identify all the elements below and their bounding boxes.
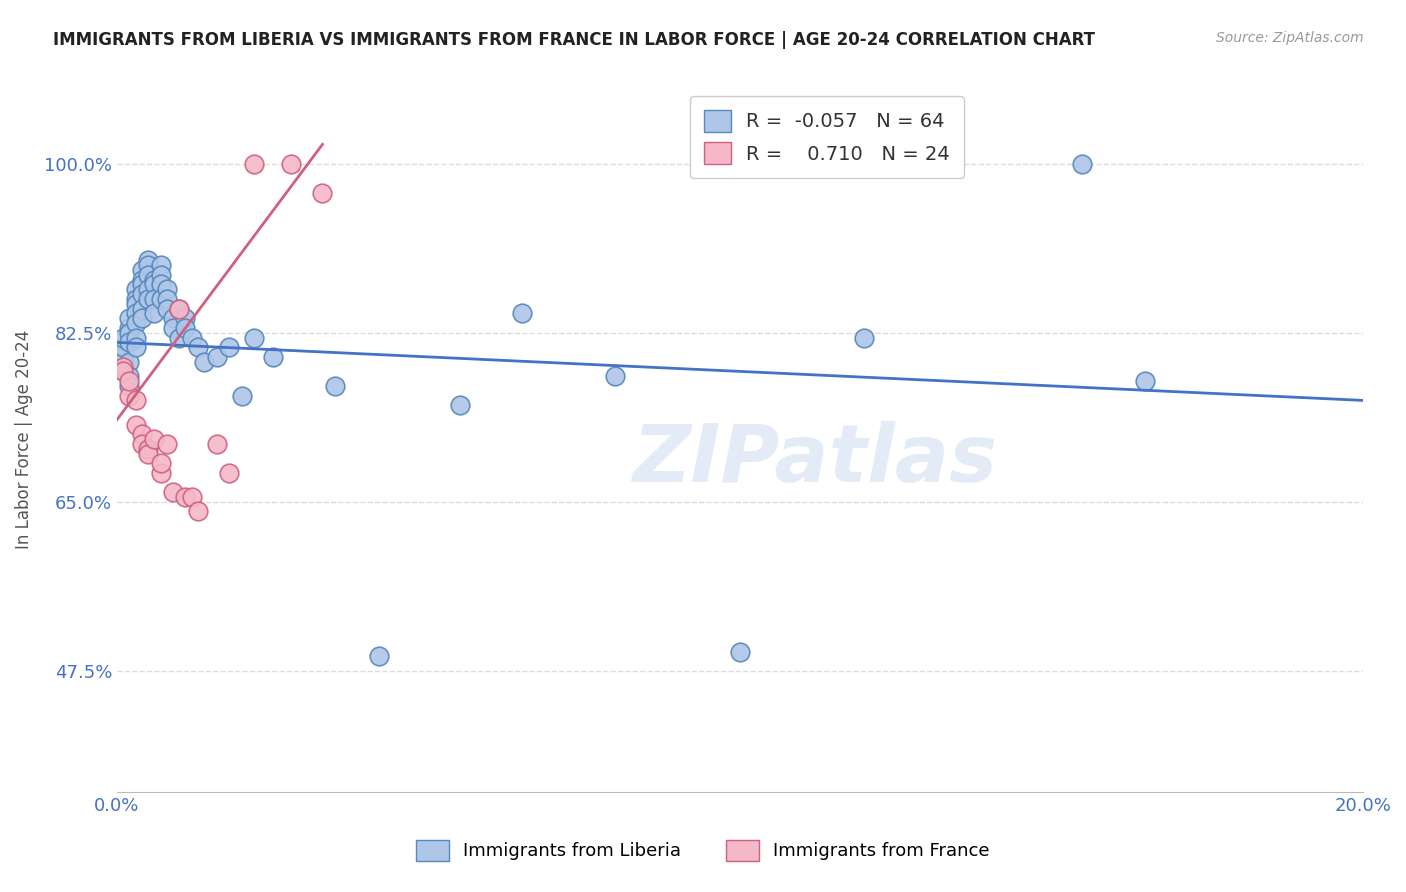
Point	[131, 263, 153, 277]
Point	[311, 186, 333, 200]
Point	[112, 364, 135, 378]
Point	[218, 466, 240, 480]
Point	[112, 330, 135, 344]
Point	[262, 350, 284, 364]
Point	[143, 277, 166, 292]
Legend: Immigrants from Liberia, Immigrants from France: Immigrants from Liberia, Immigrants from…	[408, 830, 998, 870]
Point	[143, 292, 166, 306]
Point	[449, 398, 471, 412]
Point	[243, 156, 266, 170]
Point	[124, 393, 146, 408]
Point	[118, 379, 141, 393]
Point	[136, 442, 159, 456]
Point	[131, 427, 153, 442]
Point	[149, 258, 172, 272]
Point	[124, 306, 146, 320]
Point	[367, 649, 389, 664]
Point	[143, 306, 166, 320]
Point	[131, 272, 153, 286]
Point	[162, 311, 184, 326]
Point	[136, 282, 159, 296]
Point	[118, 311, 141, 326]
Legend: R =  -0.057   N = 64, R =    0.710   N = 24: R = -0.057 N = 64, R = 0.710 N = 24	[690, 96, 965, 178]
Point	[118, 326, 141, 340]
Point	[131, 437, 153, 451]
Point	[156, 437, 179, 451]
Point	[118, 321, 141, 335]
Point	[118, 355, 141, 369]
Point	[218, 340, 240, 354]
Point	[728, 644, 751, 658]
Point	[118, 388, 141, 402]
Point	[180, 490, 202, 504]
Text: IMMIGRANTS FROM LIBERIA VS IMMIGRANTS FROM FRANCE IN LABOR FORCE | AGE 20-24 COR: IMMIGRANTS FROM LIBERIA VS IMMIGRANTS FR…	[53, 31, 1095, 49]
Point	[187, 504, 209, 518]
Point	[1071, 156, 1094, 170]
Text: ZIPatlas: ZIPatlas	[633, 421, 997, 500]
Point	[280, 156, 302, 170]
Point	[124, 340, 146, 354]
Point	[124, 282, 146, 296]
Point	[136, 292, 159, 306]
Point	[180, 330, 202, 344]
Point	[124, 417, 146, 432]
Point	[205, 350, 228, 364]
Point	[156, 282, 179, 296]
Point	[167, 301, 190, 316]
Point	[174, 490, 197, 504]
Point	[143, 432, 166, 446]
Point	[124, 292, 146, 306]
Point	[112, 340, 135, 354]
Point	[174, 321, 197, 335]
Point	[131, 277, 153, 292]
Point	[131, 311, 153, 326]
Y-axis label: In Labor Force | Age 20-24: In Labor Force | Age 20-24	[15, 329, 32, 549]
Point	[124, 316, 146, 330]
Point	[131, 301, 153, 316]
Point	[136, 258, 159, 272]
Point	[118, 374, 141, 388]
Point	[162, 485, 184, 500]
Point	[131, 287, 153, 301]
Point	[243, 330, 266, 344]
Text: Source: ZipAtlas.com: Source: ZipAtlas.com	[1216, 31, 1364, 45]
Point	[112, 350, 135, 364]
Point	[156, 292, 179, 306]
Point	[510, 306, 533, 320]
Point	[149, 466, 172, 480]
Point	[118, 369, 141, 384]
Point	[162, 321, 184, 335]
Point	[853, 330, 876, 344]
Point	[149, 268, 172, 282]
Point	[112, 359, 135, 374]
Point	[174, 311, 197, 326]
Point	[118, 335, 141, 350]
Point	[149, 277, 172, 292]
Point	[167, 301, 190, 316]
Point	[124, 297, 146, 311]
Point	[149, 292, 172, 306]
Point	[231, 388, 253, 402]
Point	[605, 369, 627, 384]
Point	[143, 272, 166, 286]
Point	[124, 330, 146, 344]
Point	[323, 379, 346, 393]
Point	[112, 364, 135, 378]
Point	[167, 330, 190, 344]
Point	[156, 301, 179, 316]
Point	[1133, 374, 1156, 388]
Point	[136, 268, 159, 282]
Point	[187, 340, 209, 354]
Point	[112, 355, 135, 369]
Point	[193, 355, 215, 369]
Point	[136, 446, 159, 460]
Point	[149, 456, 172, 470]
Point	[136, 253, 159, 268]
Point	[205, 437, 228, 451]
